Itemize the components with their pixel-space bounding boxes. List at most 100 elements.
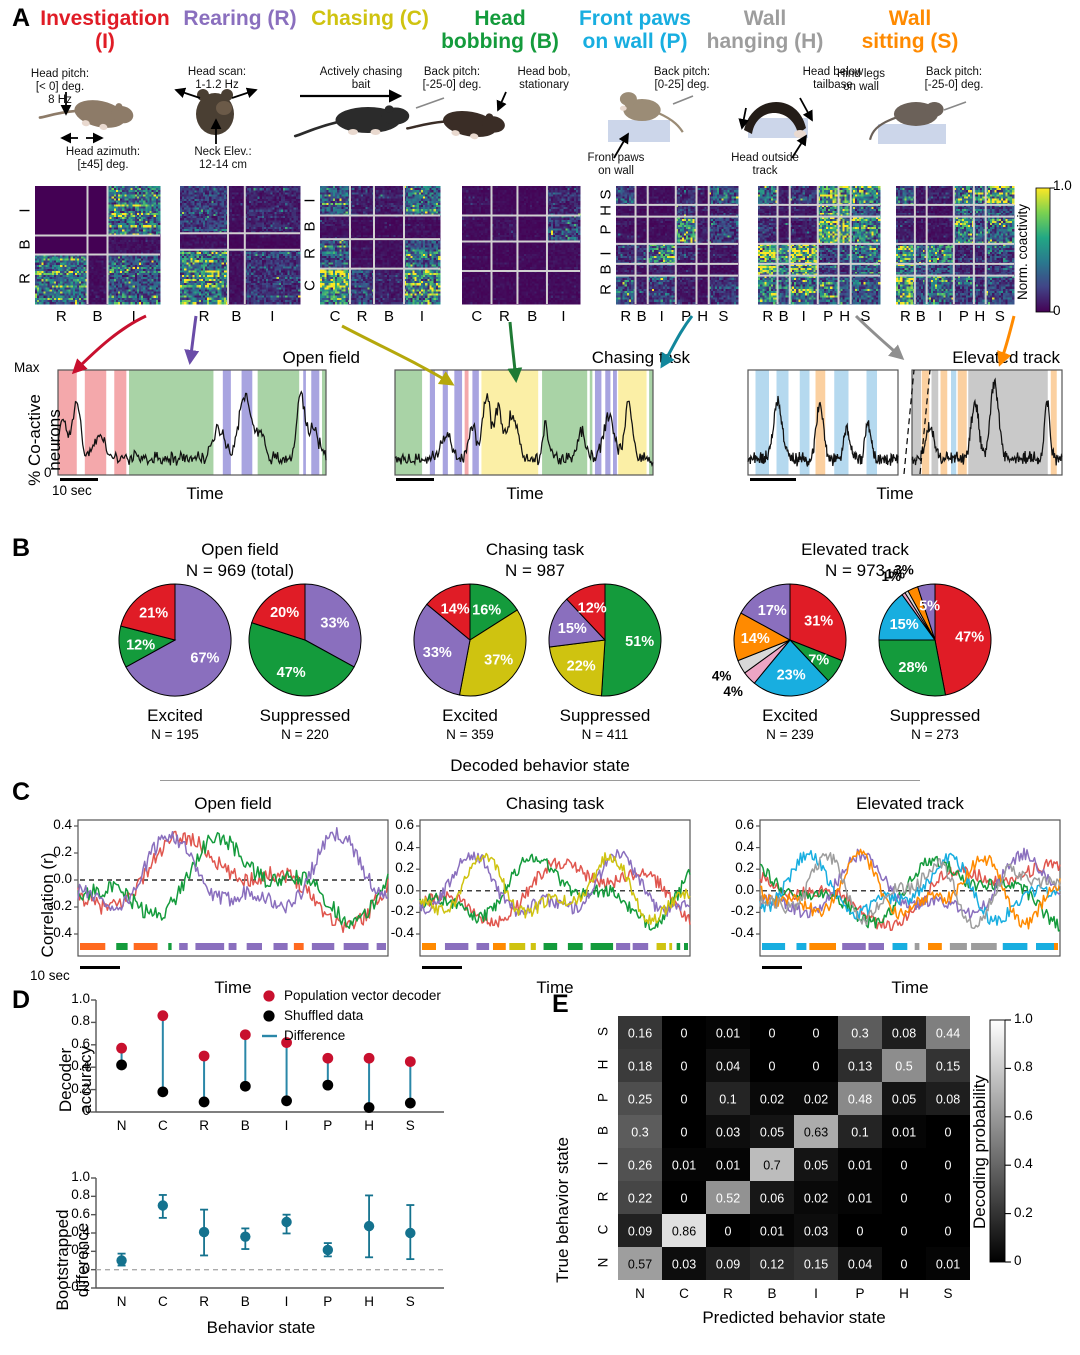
matrix-5-row-label-I: I [598,245,615,261]
panel-letter-b: B [12,534,30,563]
confusion-cell: 0 [901,1192,908,1206]
confusion-cell: 0.01 [672,1159,696,1173]
colorbar-tick: 0.6 [1014,1108,1033,1123]
matrix-3-row-label-C: C [302,278,319,294]
matrix-4-col-label-R: R [496,308,512,325]
confusion-cell: 0 [769,1027,776,1041]
confusion-cell: 0.01 [716,1027,740,1041]
bootstrap-xtick-C: C [152,1294,174,1309]
pie-slice-label: 20% [270,605,299,621]
decoder-legend-label-2: Shuffled data [284,1008,363,1023]
matrix-5-col-label-I: I [654,308,670,325]
decoder-legend-label-3: Difference [284,1028,345,1043]
pie-label: Excited [720,706,860,726]
behavior-title-B: Head bobbing (B) [430,8,570,53]
confusion-cell: 0.02 [804,1192,828,1206]
trace-x-label-1: Time [150,484,260,504]
confusion-cell: 0.48 [848,1093,872,1107]
panel-letter-a: A [12,4,30,33]
matrix-4-col-label-I: I [555,308,571,325]
matrix-4-col-label-B: B [524,308,540,325]
confusion-cell: 0.1 [851,1126,868,1140]
confusion-cell: 0 [681,1027,688,1041]
matrix-5-col-label-P: P [678,308,694,325]
pie-slice-label: 51% [625,634,654,650]
matrix-2-col-label-B: B [228,308,244,325]
pie-slice-label: 12% [126,637,155,653]
matrix-4-col-label-C: C [469,308,485,325]
confusion-row-label-B: B [596,1121,611,1139]
confusion-col-label-S: S [937,1286,959,1301]
colorbar-min-label: 0 [1053,303,1061,318]
confusion-cell: 0 [901,1159,908,1173]
pie-suppressed-2: 51%22%15%12% [545,580,665,700]
rat-chasing [296,105,410,136]
decoder-xtick-C: C [152,1118,174,1133]
confusion-x-label: Predicted behavior state [674,1308,914,1328]
pie-label: Excited [105,706,245,726]
matrix-6-col-label-I: I [796,308,812,325]
confusion-col-label-R: R [717,1286,739,1301]
pie-slice-label: 67% [190,651,219,667]
trace-title-1: Open field [240,348,360,368]
trace-title-2: Chasing task [570,348,690,368]
confusion-cell: 0.01 [892,1126,916,1140]
correlation-plot-title-1: Open field [123,794,343,814]
confusion-cell: 0.01 [936,1258,960,1272]
trace-scalebar-label: 10 sec [52,483,92,498]
confusion-cell: 0.03 [672,1258,696,1272]
pie-slice-label: 28% [898,660,927,676]
pie-n: N = 359 [400,727,540,742]
matrix-5-col-label-H: H [695,308,711,325]
confusion-cell: 0.01 [760,1225,784,1239]
matrix-6-col-label-H: H [837,308,853,325]
matrix-7-col-label-P: P [956,308,972,325]
behavior-title-S: Wall sitting (S) [840,8,980,53]
confusion-cell: 0.52 [716,1192,740,1206]
pie-suppressed-3: 47%28%15%1%1%3%5% [875,580,995,700]
decoder-xtick-S: S [399,1118,421,1133]
confusion-cell: 0.09 [628,1225,652,1239]
pie-slice-label: 14% [441,602,470,618]
panel-letter-d: D [12,986,30,1015]
behavior-title-C: Chasing (C) [305,8,435,31]
correlation-scalebar-label: 10 sec [30,968,70,983]
pie-n: N = 220 [235,727,375,742]
matrix-7-col-label-B: B [913,308,929,325]
confusion-col-label-N: N [629,1286,651,1301]
confusion-row-label-R: R [596,1187,611,1205]
confusion-cell: 0.08 [936,1093,960,1107]
colorbar-max-label: 1.0 [1053,178,1072,193]
coactivity-matrix-6 [758,186,882,306]
pie-slice-label: 47% [277,665,306,681]
correlation-plot-title-3: Elevated track [800,794,1020,814]
matrix-5-col-label-S: S [715,308,731,325]
anno-investigation-2: Head azimuth: [±45] deg. [44,146,162,172]
matrix-7-col-label-S: S [992,308,1008,325]
confusion-cell: 0.63 [804,1126,828,1140]
confusion-cell: 0 [813,1060,820,1074]
behavior-title-P: Front paws on wall (P) [570,8,700,53]
bootstrap-xtick-H: H [358,1294,380,1309]
pie-session-n-3: N = 973 [745,561,965,581]
anno-head-bobbing-2: Head bob, stationary [500,66,588,92]
confusion-cell: 0.3 [851,1027,868,1041]
pie-slice-label: 47% [955,630,984,646]
anno-wall-sitting-2: Back pitch: [-25-0] deg. [906,66,1002,92]
corr-ytick: 0.0 [378,882,414,897]
behavior-title-I: Investigation (I) [30,8,180,53]
rat-rearing [196,89,234,135]
confusion-cell: 0.04 [716,1060,740,1074]
pie-slice-label: 15% [558,621,587,637]
matrix-3-row-label-R: R [302,245,319,261]
trace-y-min: 0 [44,465,52,480]
decoder-xtick-P: P [317,1118,339,1133]
correlation-scalebar-3 [762,966,802,969]
anno-head-bobbing-1: Back pitch: [-25-0] deg. [404,66,500,92]
matrix-2-col-label-I: I [264,308,280,325]
confusion-cell: 0.16 [628,1027,652,1041]
corr-ytick: -0.2 [718,903,754,918]
trace-open-field [58,370,328,477]
anno-wall-hanging-2: Head outside track [718,152,812,178]
